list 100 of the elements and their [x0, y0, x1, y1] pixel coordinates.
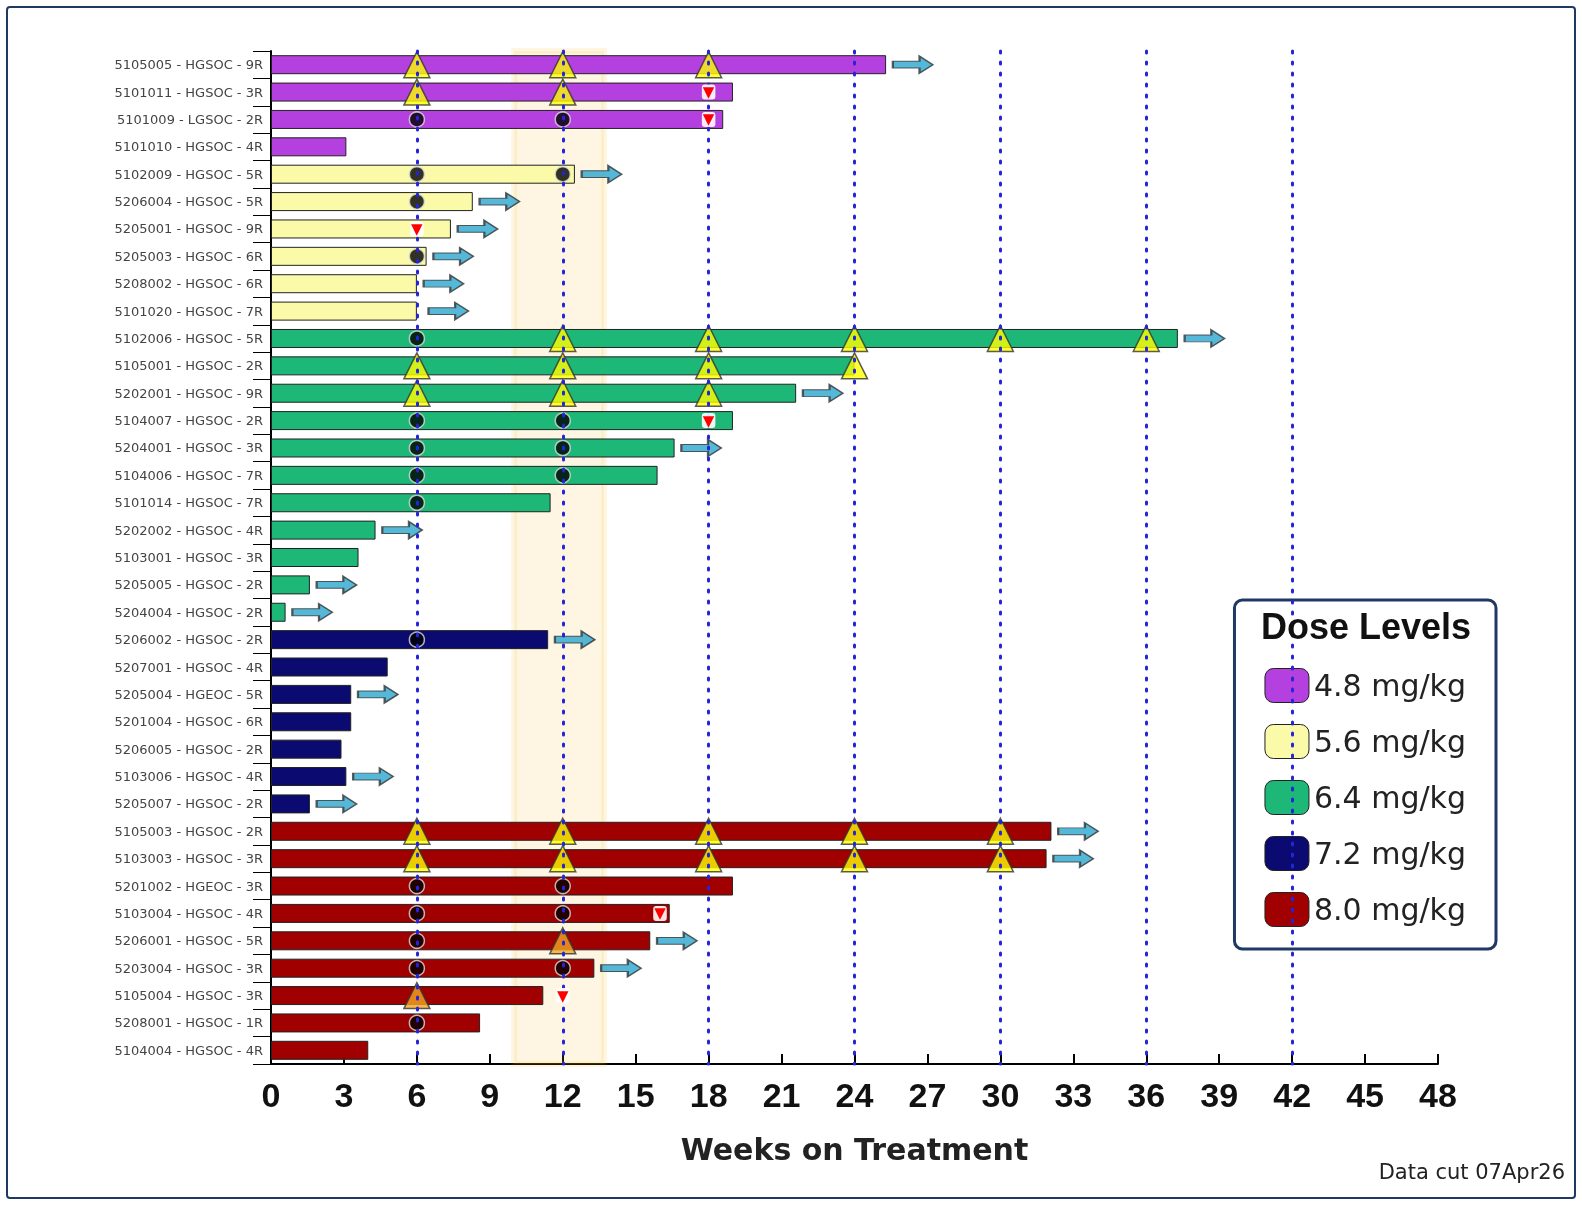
y-tick-label: 5101020 - HGSOC - 7R — [114, 303, 263, 319]
y-tick-label: 5201002 - HGEOC - 3R — [114, 878, 263, 894]
y-tick-label: 5204001 - HGSOC - 3R — [114, 440, 263, 456]
x-tick-label: 12 — [543, 1076, 582, 1114]
point — [694, 352, 723, 380]
y-tick-label: 5206005 - HGSOC - 2R — [114, 741, 263, 757]
y-tick-label: 5101011 - HGSOC - 3R — [114, 84, 263, 100]
x-tick-label: 42 — [1273, 1076, 1312, 1114]
bar — [271, 219, 451, 239]
bar — [271, 1040, 369, 1060]
y-tick-label: 5105003 - HGSOC - 2R — [114, 823, 263, 839]
bar — [271, 958, 595, 978]
point — [403, 352, 431, 380]
x-tick-label: 45 — [1346, 1076, 1384, 1114]
y-tick-label: 5104007 - HGSOC - 2R — [114, 413, 263, 429]
bar — [271, 356, 855, 376]
y-tick-label: 5103004 - HGSOC - 4R — [114, 905, 263, 921]
text: Data cut 07Apr26 — [1378, 1159, 1565, 1184]
point — [694, 844, 723, 873]
y-tick-label: 5201004 - HGSOC - 6R — [114, 714, 263, 730]
point — [408, 1014, 426, 1032]
point — [408, 111, 426, 128]
point — [1132, 324, 1160, 353]
x-tick-label: 9 — [480, 1076, 500, 1114]
y-tick-label: 5202001 - HGSOC - 9R — [114, 385, 263, 401]
bar — [271, 82, 733, 102]
y-tick-label: 5206001 - HGSOC - 5R — [114, 933, 263, 949]
bar — [271, 931, 651, 951]
bar — [271, 657, 388, 677]
y-tick-label: 5105001 - HGSOC - 2R — [114, 358, 263, 374]
annotation: ▼ — [702, 110, 715, 129]
point — [403, 78, 431, 106]
y-tick-label: 5105005 - HGSOC - 9R — [114, 57, 263, 73]
bar — [271, 767, 347, 787]
point — [549, 817, 577, 846]
bar — [271, 301, 417, 321]
bar — [271, 465, 658, 485]
bar — [271, 274, 417, 294]
bar — [271, 876, 733, 896]
legend-label: 5.6 mg/kg — [1313, 724, 1467, 759]
point — [549, 379, 577, 407]
bar — [271, 246, 427, 266]
y-tick-label: 5102006 - HGSOC - 5R — [114, 330, 263, 346]
x-tick-label: 48 — [1419, 1076, 1457, 1114]
y-tick-label: 5103003 - HGSOC - 3R — [114, 851, 263, 867]
bar — [271, 821, 1052, 841]
bar — [271, 493, 551, 513]
bar — [271, 164, 575, 184]
legend-label: 6.4 mg/kg — [1313, 780, 1467, 815]
legend-title: Dose Levels — [1260, 605, 1472, 647]
y-tick-label: 5101014 - HGSOC - 7R — [114, 495, 263, 511]
bar — [271, 438, 675, 458]
annotation: ▼ — [411, 219, 424, 238]
x-tick-label: 15 — [616, 1076, 655, 1114]
point — [986, 844, 1015, 873]
point — [549, 78, 577, 106]
bar — [271, 794, 310, 814]
bar — [271, 1013, 481, 1033]
y-tick-label: 5207001 - HGSOC - 4R — [114, 659, 263, 675]
point — [408, 932, 426, 950]
bar — [271, 137, 347, 157]
bar — [271, 383, 797, 403]
point — [554, 111, 571, 128]
y-tick-label: 5103006 - HGSOC - 4R — [114, 769, 263, 785]
bar — [271, 520, 376, 540]
y-tick-label: 5205003 - HGSOC - 6R — [114, 248, 263, 264]
x-tick-label: 36 — [1127, 1076, 1166, 1114]
bar — [271, 684, 352, 704]
bar — [271, 739, 342, 759]
bar — [271, 548, 359, 567]
y-tick-label: 5205004 - HGEOC - 5R — [114, 686, 263, 702]
x-tick-label: 30 — [981, 1076, 1020, 1114]
bar — [271, 986, 544, 1006]
x-axis-title: Weeks on Treatment — [680, 1131, 1029, 1167]
bar — [271, 602, 286, 622]
x-tick-label: 18 — [689, 1076, 728, 1114]
y-tick-label: 5101010 - HGSOC - 4R — [114, 139, 263, 155]
point — [403, 844, 431, 873]
point — [549, 927, 577, 955]
y-tick-label: 5103001 - HGSOC - 3R — [114, 550, 263, 565]
y-tick-label: 5104006 - HGSOC - 7R — [114, 467, 263, 483]
point — [408, 877, 426, 895]
point — [549, 352, 577, 380]
x-tick-label: 3 — [334, 1076, 354, 1114]
bar — [271, 630, 549, 650]
y-tick-label: 5205005 - HGSOC - 2R — [114, 577, 263, 593]
bar — [271, 55, 887, 75]
bar — [271, 903, 670, 923]
bar — [271, 411, 733, 431]
point — [554, 877, 571, 895]
y-tick-label: 5102009 - HGSOC - 5R — [114, 166, 263, 182]
legend-label: 4.8 mg/kg — [1313, 668, 1467, 703]
point — [986, 817, 1015, 846]
x-tick-label: 33 — [1054, 1076, 1093, 1114]
point — [408, 494, 426, 511]
y-tick-label: 5208001 - HGSOC - 1R — [114, 1015, 263, 1031]
point — [403, 379, 431, 407]
x-tick-label: 39 — [1200, 1076, 1239, 1114]
annotation: ▼ — [702, 83, 715, 102]
point — [408, 439, 426, 457]
